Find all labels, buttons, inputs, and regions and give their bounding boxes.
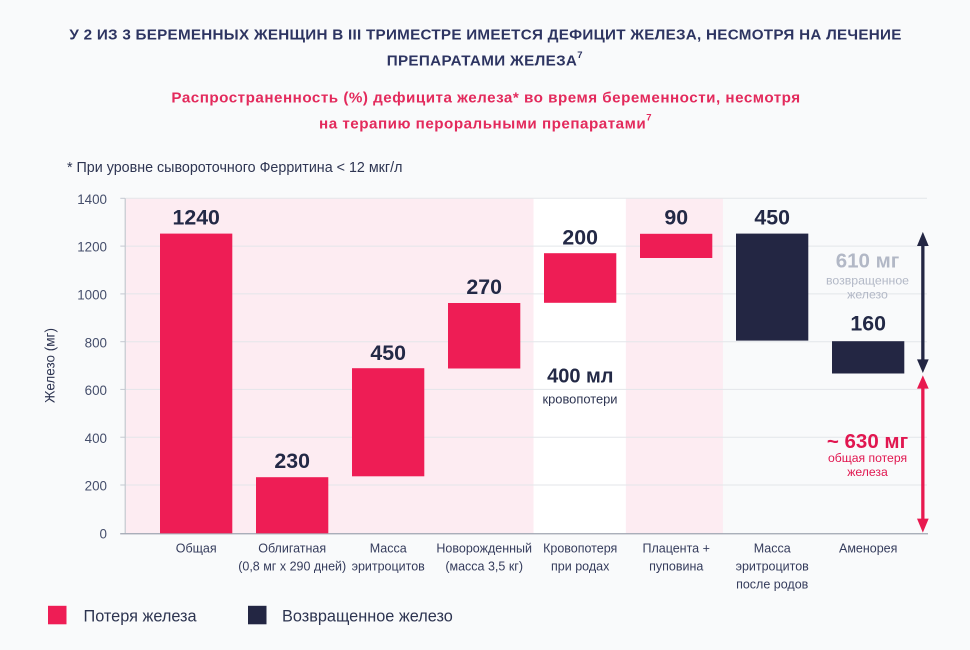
svg-text:600: 600 (85, 383, 107, 398)
svg-text:на терапию пероральными препар: на терапию пероральными препаратами7 (319, 113, 652, 133)
svg-text:эритроцитов: эритроцитов (736, 559, 810, 573)
svg-text:Потеря железа: Потеря железа (84, 607, 198, 625)
svg-text:кровопотери: кровопотери (542, 391, 617, 406)
svg-text:200: 200 (562, 225, 598, 249)
svg-text:1000: 1000 (77, 288, 107, 303)
svg-text:Железо (мг): Железо (мг) (43, 328, 58, 403)
svg-text:160: 160 (850, 312, 886, 336)
svg-text:200: 200 (85, 479, 107, 494)
svg-text:Распространенность (%) дефицит: Распространенность (%) дефицита железа* … (171, 90, 800, 107)
svg-text:400: 400 (85, 431, 107, 446)
svg-text:после родов: после родов (736, 577, 809, 591)
svg-text:возвращенное: возвращенное (826, 273, 909, 287)
svg-text:~ 630 мг: ~ 630 мг (827, 430, 908, 453)
svg-text:при родах: при родах (551, 559, 610, 573)
svg-text:Масса: Масса (370, 541, 407, 555)
svg-text:Масса: Масса (754, 541, 791, 555)
svg-text:(масса 3,5 кг): (масса 3,5 кг) (445, 559, 523, 573)
svg-text:(0,8 мг х 290 дней): (0,8 мг х 290 дней) (238, 559, 346, 573)
svg-text:1400: 1400 (77, 192, 107, 207)
svg-text:Аменорея: Аменорея (839, 541, 897, 555)
svg-text:железа: железа (847, 465, 888, 479)
svg-text:ПРЕПАРАТАМИ ЖЕЛЕЗА7: ПРЕПАРАТАМИ ЖЕЛЕЗА7 (387, 50, 583, 70)
svg-text:Возвращенное железо: Возвращенное железо (282, 607, 453, 625)
svg-text:610 мг: 610 мг (836, 250, 900, 273)
svg-text:Облигатная: Облигатная (258, 541, 326, 555)
svg-text:У 2 ИЗ 3 БЕРЕМЕННЫХ ЖЕНЩИН В I: У 2 ИЗ 3 БЕРЕМЕННЫХ ЖЕНЩИН В III ТРИМЕСТ… (69, 26, 901, 43)
svg-text:230: 230 (274, 449, 310, 473)
svg-text:450: 450 (754, 206, 790, 230)
svg-text:0: 0 (100, 526, 107, 541)
svg-text:800: 800 (85, 335, 107, 350)
svg-text:270: 270 (466, 275, 502, 299)
svg-text:Кровопотеря: Кровопотеря (543, 541, 617, 555)
svg-text:Плацента +: Плацента + (642, 541, 709, 555)
svg-text:железо: железо (847, 288, 888, 302)
svg-text:400 мл: 400 мл (547, 365, 613, 387)
svg-text:Новорожденный: Новорожденный (436, 541, 532, 555)
svg-text:эритроцитов: эритроцитов (352, 559, 426, 573)
svg-text:пуповина: пуповина (649, 559, 703, 573)
svg-text:Общая: Общая (176, 541, 217, 555)
svg-text:90: 90 (664, 206, 688, 230)
svg-text:1200: 1200 (77, 240, 107, 255)
svg-text:общая потеря: общая потеря (828, 451, 907, 465)
svg-text:450: 450 (370, 341, 406, 365)
svg-text:1240: 1240 (173, 206, 220, 230)
svg-text:* При уровне сывороточного Фер: * При уровне сывороточного Ферритина < 1… (67, 160, 402, 176)
